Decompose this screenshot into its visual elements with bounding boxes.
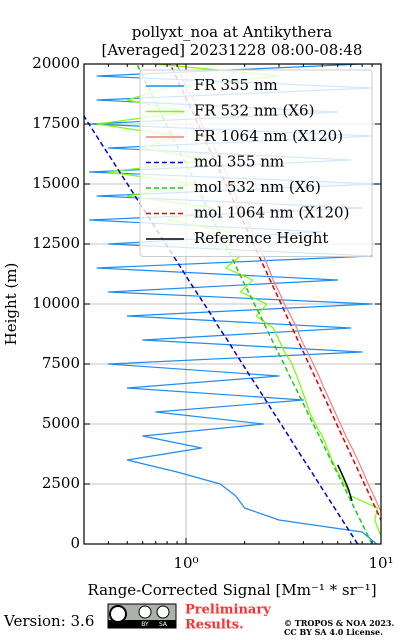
license-badge-strip: [108, 620, 176, 628]
legend-label: mol 1064 nm (X120): [194, 204, 349, 222]
notice: Preliminary: [185, 603, 271, 618]
cc-icon: [109, 605, 127, 623]
copyright: © TROPOS & NOA 2023.: [284, 618, 394, 628]
legend-box: [139, 69, 373, 257]
x-tick-label: 10⁰: [173, 554, 198, 572]
y-tick-label: 17500: [32, 114, 80, 132]
y-tick-label: 12500: [32, 234, 80, 252]
sa-icon: [156, 605, 170, 619]
footer: Version: 3.6 BY SA Preliminary Results. …: [3, 603, 394, 638]
line-series: [84, 114, 359, 544]
x-tick-label: 10¹: [368, 554, 393, 572]
y-tick-label: 20000: [32, 54, 80, 72]
y-tick-label: 2500: [42, 474, 80, 492]
y-tick-label: 5000: [42, 414, 80, 432]
by-icon: [138, 605, 152, 619]
copyright: CC BY SA 4.0 License.: [284, 627, 383, 637]
legend-label: FR 1064 nm (X120): [194, 127, 343, 145]
y-tick-label: 0: [70, 534, 80, 552]
line-series: [337, 464, 353, 502]
notice: Results.: [185, 618, 244, 633]
plot-area: 0 2500 5000 7500 10000 12500 15000 17500 20000 10…: [32, 54, 393, 572]
y-tick-label: 15000: [32, 174, 80, 192]
legend-label: FR 355 nm: [194, 76, 278, 94]
badge-label: SA: [159, 621, 168, 628]
y-axis-label: Height (m): [2, 263, 20, 346]
version: Version: 3.6: [3, 612, 94, 630]
y-tick-label: 7500: [42, 354, 80, 372]
legend-label: mol 532 nm (X6): [194, 178, 321, 196]
badge-label: BY: [141, 621, 149, 628]
line-series: [136, 64, 373, 544]
legend-label: mol 355 nm: [194, 153, 284, 171]
chart-title: pollyxt_noa at Antikythera: [132, 23, 332, 41]
chart-title: [Averaged] 20231228 08:00-08:48: [102, 41, 363, 59]
legend-label: FR 532 nm (X6): [194, 102, 314, 120]
y-tick-label: 10000: [32, 294, 80, 312]
x-axis-label: Range-Corrected Signal [Mm⁻¹ * sr⁻¹]: [87, 581, 376, 599]
legend-label: Reference Height: [194, 229, 328, 247]
